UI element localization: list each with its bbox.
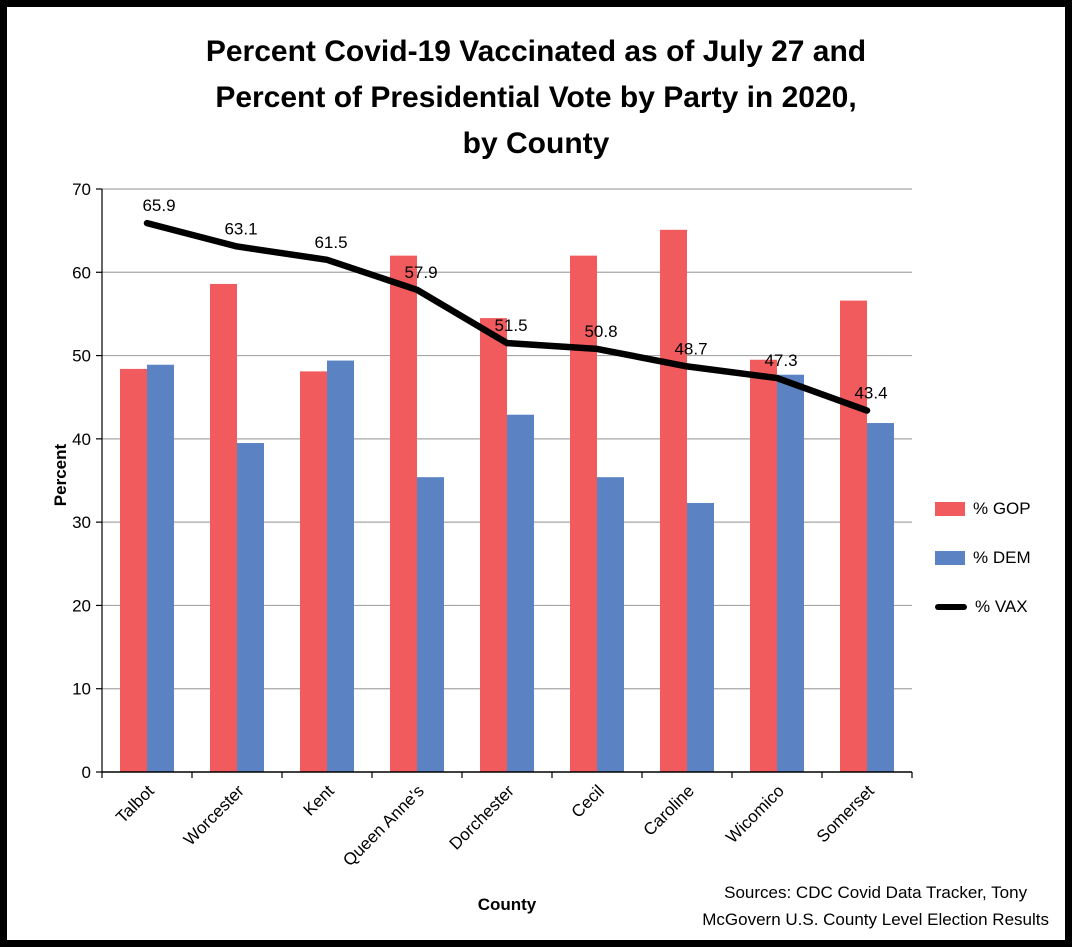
dem-bar: [687, 502, 714, 772]
y-tick-label: 30: [72, 513, 91, 532]
x-category-label: Caroline: [640, 781, 698, 839]
gop-bar: [570, 255, 597, 773]
chart-canvas: 0 10 20 30 40 50 60 70 65.9 63.1 61.5 57.9 51.5 50.8 4…: [72, 180, 913, 870]
chart-title-line-1: Percent Covid-19 Vaccinated as of July 2…: [205, 35, 867, 68]
sources-note: Sources: CDC Covid Data Tracker, Tony Mc…: [702, 879, 1049, 933]
legend: % GOP % DEM % VAX: [935, 499, 1031, 617]
vax-point-label: 43.4: [854, 384, 887, 403]
dem-bar: [327, 360, 354, 772]
dem-bar: [237, 443, 264, 772]
gop-bar: [120, 368, 147, 772]
vax-point-label: 65.9: [142, 196, 175, 215]
x-category-label: Queen Anne's: [339, 781, 428, 870]
gop-bar: [300, 371, 327, 772]
dem-bar: [867, 423, 894, 772]
vax-point-label: 48.7: [674, 339, 707, 358]
y-tick-label: 20: [72, 596, 91, 615]
vax-point-label: 63.1: [224, 219, 257, 238]
x-category-label: Wicomico: [722, 781, 788, 847]
sources-line-2: McGovern U.S. County Level Election Resu…: [702, 910, 1049, 929]
gop-bar: [210, 283, 237, 772]
y-axis-title: Percent: [51, 443, 70, 507]
dem-swatch-icon: [935, 551, 965, 565]
gop-swatch-icon: [935, 502, 965, 516]
chart-title: Percent Covid-19 Vaccinated as of July 2…: [7, 29, 1065, 167]
gop-bar: [480, 318, 507, 772]
dem-bar: [417, 477, 444, 772]
legend-label-gop: % GOP: [973, 499, 1031, 518]
dem-bar: [147, 364, 174, 772]
chart-title-line-3: by County: [462, 127, 610, 160]
vax-point-label: 57.9: [404, 263, 437, 282]
gop-bar: [390, 255, 417, 773]
legend-item-dem: % DEM: [935, 548, 1031, 568]
legend-item-gop: % GOP: [935, 499, 1031, 519]
vax-point-label: 61.5: [314, 233, 347, 252]
x-axis-title: County: [477, 895, 537, 914]
vax-point-label: 50.8: [584, 322, 617, 341]
dem-bar: [597, 477, 624, 772]
legend-label-vax: % VAX: [975, 597, 1028, 616]
x-category-label: Cecil: [568, 781, 608, 821]
sources-line-1: Sources: CDC Covid Data Tracker, Tony: [724, 883, 1028, 902]
y-tick-label: 10: [72, 680, 91, 699]
x-category-label: Talbot: [112, 781, 158, 827]
dem-bar: [777, 374, 804, 772]
x-category-label: Worcester: [180, 781, 248, 849]
dem-bar: [507, 414, 534, 772]
legend-item-vax: % VAX: [935, 597, 1031, 617]
gop-bar: [660, 229, 687, 772]
y-tick-label: 50: [72, 347, 91, 366]
x-category-label: Somerset: [813, 781, 878, 846]
y-tick-label: 40: [72, 430, 91, 449]
y-tick-label: 70: [72, 180, 91, 199]
vax-point-label: 47.3: [764, 351, 797, 370]
gop-bar: [840, 300, 867, 772]
vax-line: [143, 219, 871, 414]
chart-title-line-2: Percent of Presidential Vote by Party in…: [215, 81, 857, 114]
x-category-label: Dorchester: [446, 781, 518, 853]
vax-point-label: 51.5: [494, 316, 527, 335]
legend-label-dem: % DEM: [973, 548, 1031, 567]
gop-bar: [750, 359, 777, 772]
x-category-label: Kent: [300, 781, 338, 819]
y-tick-label: 60: [72, 263, 91, 282]
y-tick-label: 0: [82, 763, 91, 782]
vax-line-swatch-icon: [935, 604, 967, 610]
